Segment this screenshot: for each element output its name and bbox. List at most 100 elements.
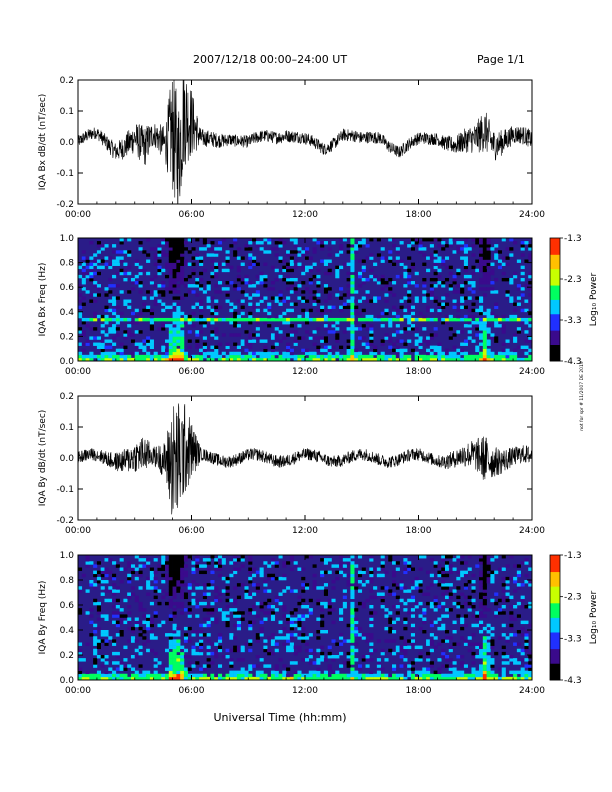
- spectrogram-cell: [119, 580, 124, 584]
- spectrogram-cell: [392, 317, 397, 322]
- spectrogram-cell: [380, 586, 385, 590]
- spectrogram-cell: [463, 244, 468, 248]
- spectrogram-cell: [471, 661, 476, 665]
- spectrogram-cell: [320, 651, 325, 656]
- spectrogram-cell: [221, 676, 226, 681]
- spectrogram-cell: [180, 583, 185, 587]
- spectrogram-cell: [524, 580, 529, 584]
- spectrogram-cell: [270, 561, 276, 565]
- spectrogram-cell: [104, 314, 109, 319]
- spectrogram-cell: [138, 271, 143, 276]
- spectrogram-cell: [255, 636, 260, 640]
- colorbar-segment: [550, 293, 560, 296]
- spectrogram-cell: [297, 676, 302, 681]
- spectrogram-cell: [297, 567, 302, 571]
- colorbar-segment: [550, 240, 560, 243]
- spectrogram-cell: [289, 259, 294, 263]
- spectrogram-cell: [399, 262, 404, 266]
- spectrogram-cell: [312, 354, 317, 359]
- spectrogram-cell: [505, 357, 510, 362]
- spectrogram-cell: [214, 655, 219, 659]
- spectrogram-cell: [286, 299, 291, 303]
- spectrogram-cell: [331, 564, 336, 568]
- spectrogram-cell: [81, 271, 86, 276]
- spectrogram-cell: [418, 645, 423, 650]
- spectrogram-cell: [149, 342, 154, 346]
- spectrogram-cell: [168, 645, 173, 650]
- spectrogram-cell: [490, 645, 495, 650]
- spectrogram-cell: [248, 664, 253, 668]
- spectrogram-cell: [297, 617, 302, 621]
- spectrogram-cell: [229, 608, 234, 612]
- spectrogram-cell: [357, 580, 363, 584]
- spectrogram-cell: [248, 667, 253, 671]
- spectrogram-cell: [85, 354, 90, 359]
- colorbar-segment: [550, 640, 560, 643]
- spectrogram-cell: [335, 642, 340, 646]
- spectrogram-cell: [89, 317, 94, 322]
- spectrogram-cell: [444, 302, 450, 306]
- spectrogram-cell: [214, 651, 219, 656]
- spectrogram-cell: [380, 648, 385, 653]
- spectrogram-cell: [320, 317, 325, 322]
- spectrogram-cell: [456, 601, 461, 606]
- spectrogram-cell: [346, 305, 351, 310]
- spectrogram-cell: [444, 314, 450, 319]
- spectrogram-cell: [524, 558, 529, 562]
- spectrogram-cell: [85, 274, 90, 279]
- spectrogram-cell: [286, 308, 291, 313]
- spectrogram-cell: [176, 342, 181, 346]
- spectrogram-cell: [149, 339, 154, 343]
- spectrogram-cell: [191, 633, 196, 637]
- spectrogram-cell: [426, 339, 431, 343]
- spectrogram-cell: [112, 336, 117, 340]
- spectrogram-cell: [308, 256, 313, 260]
- spectrogram-cell: [490, 333, 495, 337]
- spectrogram-cell: [426, 655, 431, 659]
- spectrogram-cell: [342, 354, 347, 359]
- colorbar-segment: [550, 617, 560, 620]
- spectrogram-cell: [81, 268, 86, 273]
- spectrogram-cell: [441, 583, 446, 587]
- spectrogram-cell: [112, 651, 117, 656]
- spectrogram-cell: [214, 351, 219, 356]
- spectrogram-cell: [354, 630, 359, 634]
- spectrogram-cell: [153, 302, 158, 306]
- spectrogram-cell: [410, 642, 416, 646]
- spectrogram-cell: [225, 299, 230, 303]
- spectrogram-cell: [392, 676, 397, 681]
- spectrogram-cell: [138, 281, 143, 285]
- spectrogram-cell: [100, 658, 105, 662]
- spectrogram-cell: [270, 345, 276, 350]
- spectrogram-cell: [528, 655, 533, 659]
- spectrogram-cell: [376, 673, 381, 678]
- spectrogram-cell: [426, 673, 431, 678]
- spectrogram-cell: [270, 611, 276, 615]
- spectrogram-cell: [308, 268, 313, 273]
- spectrogram-cell: [482, 605, 487, 609]
- colorbar-segment: [550, 352, 560, 356]
- colorbar-segment: [550, 250, 560, 253]
- spectrogram-cell: [388, 611, 393, 615]
- spectrogram-cell: [350, 290, 355, 294]
- spectrogram-cell: [460, 661, 465, 665]
- spectrogram-cell: [233, 305, 238, 310]
- spectrogram-cell: [180, 250, 185, 254]
- spectrogram-cell: [429, 642, 434, 646]
- colorbar-segment: [550, 650, 560, 654]
- colorbar-segment: [550, 575, 560, 579]
- spectrogram-cell: [240, 670, 245, 675]
- spectrogram-cell: [482, 658, 487, 662]
- spectrogram-cell: [471, 573, 476, 578]
- spectrogram-cell: [274, 296, 279, 300]
- spectrogram-cell: [490, 670, 495, 675]
- spectrogram-cell: [176, 314, 181, 319]
- spectrogram-cell: [180, 262, 185, 266]
- spectrogram-cell: [444, 555, 450, 559]
- spectrogram-cell: [146, 564, 151, 568]
- spectrogram-cell: [448, 357, 453, 362]
- spectrogram-cell: [244, 357, 249, 362]
- spectrogram-cell: [297, 324, 302, 328]
- y-tick-label: 0.4: [60, 626, 75, 636]
- spectrogram-cell: [229, 664, 234, 668]
